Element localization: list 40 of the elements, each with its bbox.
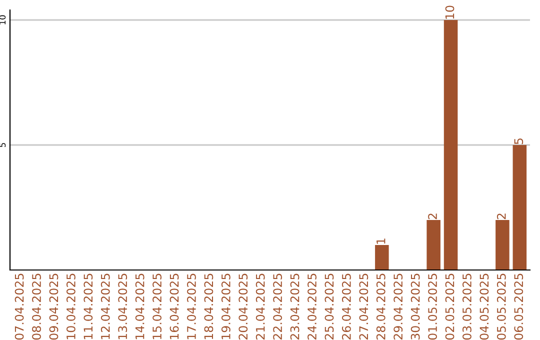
bar (512, 145, 527, 270)
x-tick-label: 08.04.2025 (32, 274, 41, 340)
x-tick-label: 29.04.2025 (394, 274, 403, 340)
x-tick-label: 02.05.2025 (445, 274, 454, 340)
x-tick-label: 03.05.2025 (462, 274, 472, 340)
x-tick-label: 23.04.2025 (290, 274, 300, 340)
x-tick-label: 04.05.2025 (480, 274, 489, 340)
data-label: 1 (376, 238, 386, 244)
x-tick-label: 28.04.2025 (376, 274, 386, 340)
x-tick-label: 20.04.2025 (238, 274, 248, 340)
x-tick-label: 25.04.2025 (324, 274, 334, 340)
data-label: 2 (496, 214, 506, 220)
x-tick-label: 15.04.2025 (152, 274, 162, 340)
x-tick-label: 07.04.2025 (14, 274, 24, 340)
data-label: 5 (514, 138, 524, 144)
x-tick-label: 13.04.2025 (118, 274, 128, 340)
data-label: 2 (428, 214, 437, 220)
x-tick-label: 10.04.2025 (66, 274, 76, 340)
bar (426, 220, 440, 270)
bar (444, 20, 458, 270)
x-tick-label: 27.04.2025 (359, 274, 368, 340)
x-tick-label: 09.04.2025 (49, 274, 58, 340)
x-tick-label: 21.04.2025 (256, 274, 265, 340)
x-tick-label: 26.04.2025 (342, 274, 351, 340)
x-tick-label: 18.04.2025 (204, 274, 214, 340)
x-tick-label: 11.04.2025 (84, 274, 93, 340)
bar (375, 245, 389, 270)
data-label: 10 (445, 6, 454, 19)
x-tick-label: 17.04.2025 (187, 274, 196, 340)
x-tick-label: 19.04.2025 (221, 274, 230, 340)
x-tick-label: 24.04.2025 (308, 274, 316, 340)
x-tick-label: 12.04.2025 (100, 274, 110, 340)
x-tick-label: 06.05.2025 (514, 274, 524, 340)
bar (496, 220, 510, 270)
x-tick-label: 14.04.2025 (135, 274, 144, 340)
x-tick-label: 30.04.2025 (410, 274, 420, 340)
x-tick-label: 01.05.2025 (428, 274, 437, 340)
x-tick-label: 16.04.2025 (170, 274, 179, 340)
x-tick-label: 22.04.2025 (273, 274, 282, 340)
x-tick-label: 05.05.2025 (496, 274, 506, 340)
